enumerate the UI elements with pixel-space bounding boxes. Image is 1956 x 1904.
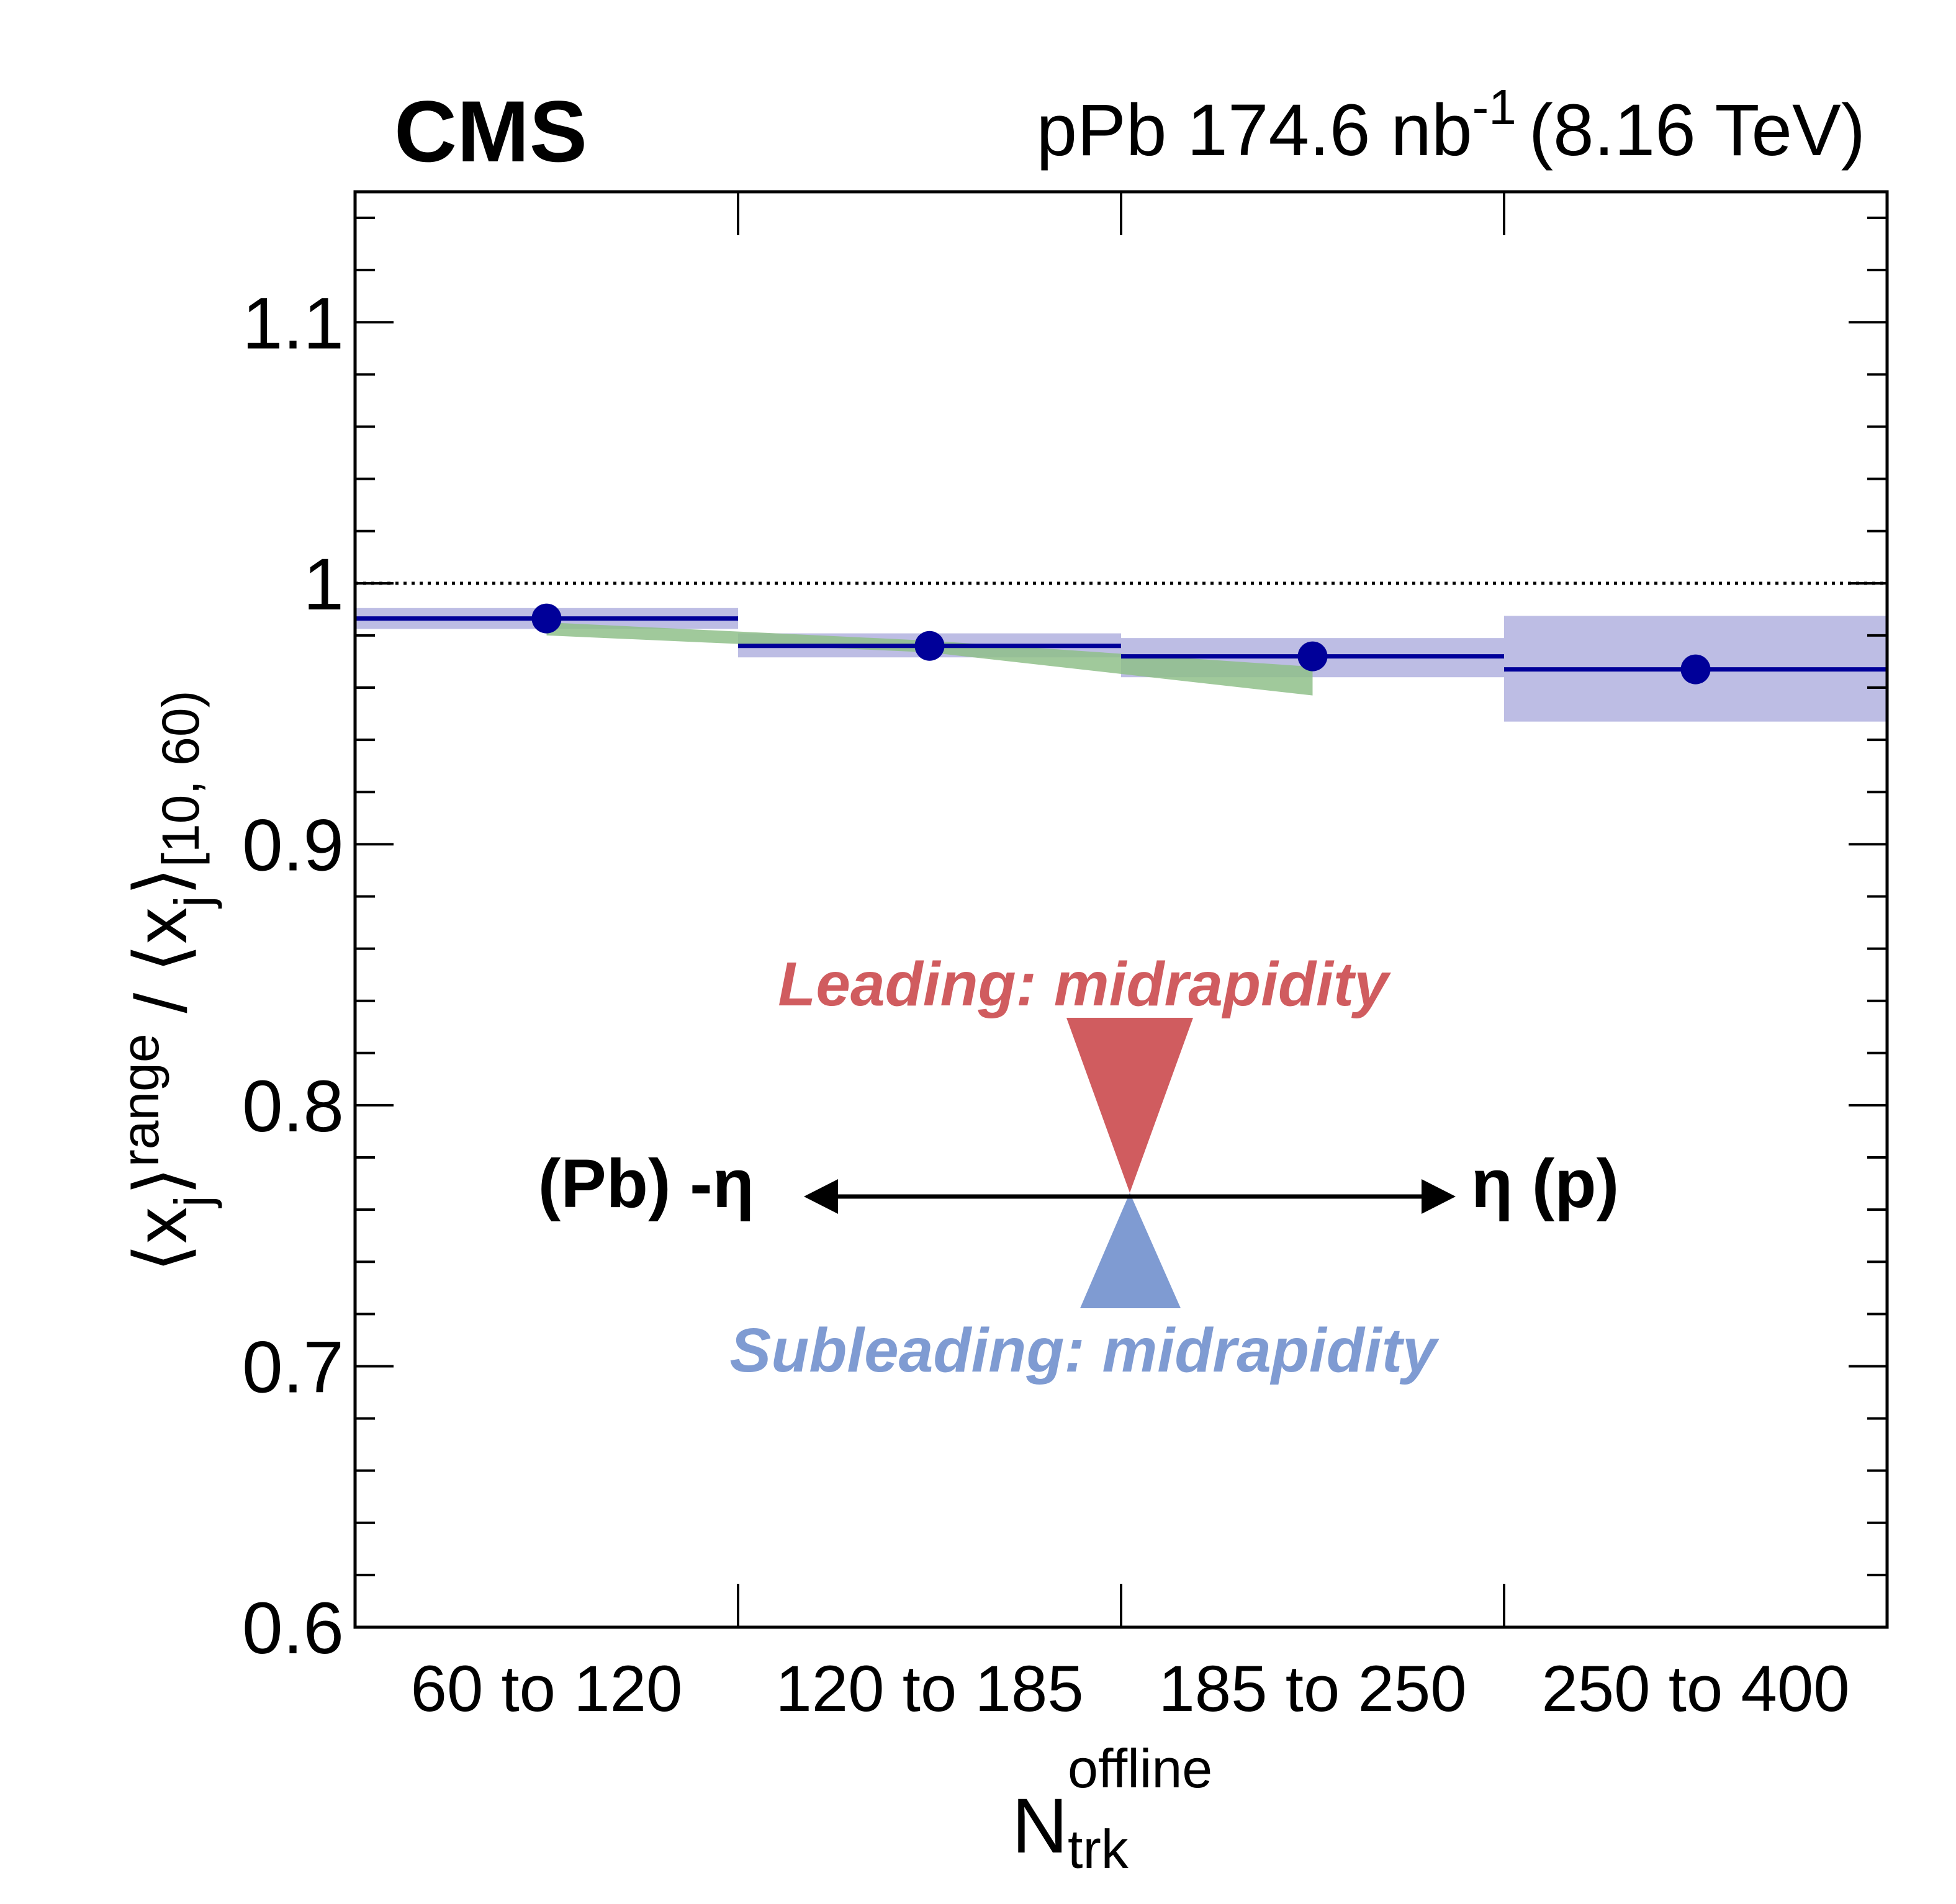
- pb-eta-label: (Pb) -η: [538, 1146, 754, 1222]
- y-tick-label: 0.6: [242, 1587, 344, 1669]
- lumi-label: pPb 174.6 nb-1 (8.16 TeV): [1037, 79, 1865, 171]
- data-points: [355, 603, 1887, 685]
- y-tick-labels: 0.6 0.7 0.8 0.9 1 1.1: [242, 282, 344, 1669]
- axis-ticks: [355, 192, 1887, 1628]
- y-tick-label: 1.1: [242, 282, 344, 364]
- y-tick-label: 1: [303, 544, 344, 626]
- leading-label: Leading: midrapidity: [778, 950, 1391, 1019]
- experiment-label: CMS: [394, 83, 587, 180]
- subleading-triangle: [1080, 1193, 1181, 1308]
- arrow-left-icon: [804, 1179, 838, 1214]
- data-point: [914, 631, 945, 661]
- plot-frame: [353, 190, 1889, 1629]
- x-tick-label: 185 to 250: [1158, 1653, 1466, 1725]
- x-tick-label: 250 to 400: [1541, 1653, 1849, 1725]
- y-tick-label: 0.7: [242, 1326, 344, 1408]
- y-tick-label: 0.9: [242, 804, 344, 886]
- y-tick-label: 0.8: [242, 1066, 344, 1147]
- x-tick-labels: 60 to 120 120 to 185 185 to 250 250 to 400: [411, 1653, 1850, 1725]
- x-tick-label: 120 to 185: [775, 1653, 1083, 1725]
- data-point: [531, 603, 562, 634]
- arrow-right-icon: [1422, 1179, 1456, 1214]
- leading-triangle: [1066, 1018, 1193, 1193]
- data-point: [1680, 654, 1711, 685]
- p-eta-label: η (p): [1471, 1146, 1619, 1222]
- y-axis-label: ⟨xj⟩range / ⟨xj⟩[10, 60): [111, 690, 222, 1272]
- rapidity-diagram: Leading: midrapidity Subleading: midrapi…: [538, 950, 1619, 1385]
- data-point: [1297, 641, 1328, 671]
- x-tick-label: 60 to 120: [411, 1653, 683, 1725]
- green-band-polygon: [546, 622, 1313, 696]
- green-band: [546, 622, 1313, 696]
- subleading-label: Subleading: midrapidity: [730, 1316, 1440, 1385]
- x-axis-label: Noffline trk: [1012, 1738, 1212, 1880]
